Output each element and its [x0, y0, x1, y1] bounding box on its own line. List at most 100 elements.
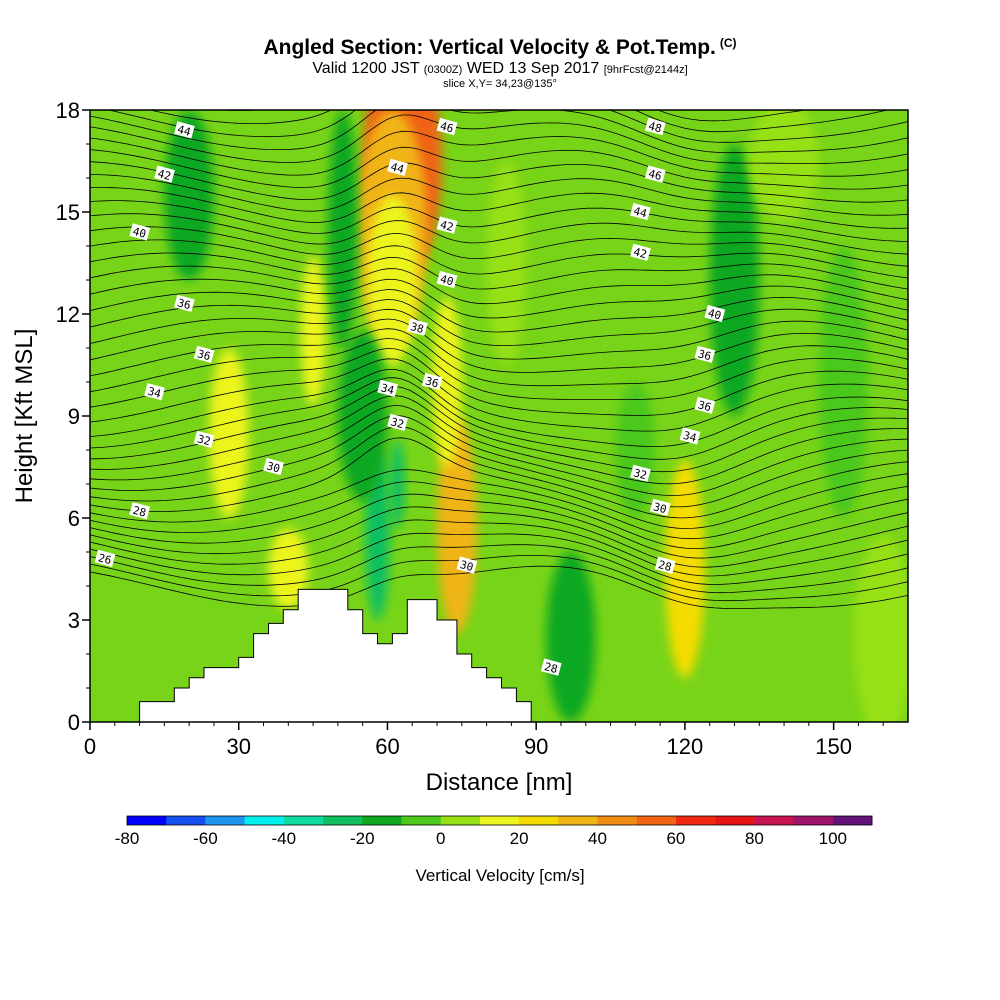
colorbar-swatch	[597, 816, 638, 825]
svg-text:44: 44	[632, 204, 649, 220]
velocity-cell	[367, 195, 418, 365]
colorbar-tick-label: 0	[436, 829, 445, 848]
velocity-cell	[337, 331, 388, 501]
svg-text:34: 34	[379, 381, 396, 397]
isentrope-label: 30	[456, 556, 478, 574]
chart-subtitle: Valid 1200 JST (0300Z) WED 13 Sep 2017 […	[312, 60, 688, 77]
isentrope-label: 26	[94, 549, 116, 567]
svg-text:42: 42	[156, 167, 172, 183]
svg-text:40: 40	[439, 272, 455, 288]
velocity-cell	[615, 382, 656, 518]
isentrope-label: 44	[173, 121, 195, 139]
colorbar-tick-label: -60	[193, 829, 218, 848]
isentrope-label: 46	[644, 165, 666, 183]
colorbar-tick-label: -20	[350, 829, 375, 848]
isentrope-line	[90, 426, 908, 519]
y-tick-label: 9	[68, 404, 80, 429]
isentrope-line	[90, 338, 908, 400]
colorbar-swatch	[636, 816, 677, 825]
svg-text:36: 36	[696, 398, 712, 414]
isentrope-line	[90, 328, 908, 387]
svg-text:44: 44	[176, 123, 193, 139]
isentrope-line	[90, 544, 908, 594]
isentrope-line	[90, 252, 908, 290]
isentrope-label: 32	[630, 464, 651, 482]
colorbar-swatch	[440, 816, 481, 825]
isentrope-line	[90, 348, 908, 416]
isentrope-line	[90, 532, 908, 585]
isentrope-label: 42	[630, 243, 651, 261]
isentrope-lines	[90, 93, 908, 609]
colorbar-swatch	[793, 816, 834, 825]
isentrope-line	[90, 146, 908, 190]
velocity-cell	[164, 110, 214, 280]
isentrope-line	[90, 469, 908, 540]
slice-info: slice X,Y= 34,23@135°	[443, 78, 557, 90]
colorbar-swatch	[166, 816, 206, 825]
isentrope-label: 36	[694, 345, 716, 363]
colorbar: -80 -60 -40 -20 0 20 40 60 80 100	[115, 815, 873, 848]
svg-text:32: 32	[632, 466, 648, 482]
isentrope-line	[107, 110, 908, 143]
isentrope-label: 34	[377, 379, 399, 397]
isentrope-line	[90, 187, 908, 229]
colorbar-swatch	[675, 816, 716, 825]
isentrope-line	[90, 437, 908, 529]
isentrope-line	[90, 93, 908, 98]
isentrope-line	[90, 555, 908, 602]
colorbar-swatch	[715, 816, 755, 825]
svg-text:36: 36	[696, 347, 712, 363]
isentrope-label: 30	[649, 498, 671, 516]
isentrope-label: 42	[436, 216, 458, 234]
velocity-cell	[818, 246, 869, 518]
x-tick-label: 30	[226, 734, 250, 759]
isentrope-line	[90, 369, 908, 447]
isentrope-line	[90, 308, 908, 360]
velocity-field	[164, 110, 908, 722]
isentrope-line	[90, 318, 908, 373]
isentrope-label: 48	[644, 117, 666, 135]
svg-text:40: 40	[131, 225, 147, 241]
isentrope-labels: 26 28 30 32 34 36 36 40 42 44 46 44 42 40 38 36 34 32 30 28…	[94, 117, 726, 676]
isentrope-label: 36	[193, 345, 215, 363]
isentrope-label: 36	[173, 294, 195, 312]
isentrope-label: 32	[193, 430, 215, 448]
colorbar-swatch	[362, 816, 402, 825]
isentrope-line	[90, 114, 908, 164]
isentrope-line	[90, 395, 908, 485]
isentrope-line	[703, 110, 715, 111]
svg-text:42: 42	[439, 218, 455, 234]
colorbar-swatch	[401, 816, 442, 825]
svg-text:32: 32	[196, 432, 212, 448]
velocity-cell	[853, 535, 908, 722]
isentrope-label: 28	[654, 556, 676, 574]
y-tick-label: 18	[56, 98, 80, 123]
terrain	[139, 588, 532, 723]
svg-text:44: 44	[389, 160, 406, 176]
velocity-cell	[665, 460, 705, 678]
isentrope-line	[90, 265, 908, 305]
y-tick-label: 0	[68, 710, 80, 735]
velocity-cell	[300, 256, 326, 406]
colorbar-swatch	[754, 816, 794, 825]
svg-text:28: 28	[657, 558, 673, 574]
isentrope-line	[90, 226, 908, 267]
isentrope-label: 34	[679, 427, 701, 445]
y-axis-label: Height [Kft MSL]	[11, 329, 38, 504]
colorbar-label: Vertical Velocity [cm/s]	[415, 866, 584, 885]
y-tick-label: 3	[68, 608, 80, 633]
isentrope-line	[90, 239, 908, 279]
velocity-cell	[208, 348, 249, 518]
isentrope-label: 38	[406, 318, 428, 336]
isentrope-line	[90, 481, 908, 549]
svg-text:28: 28	[131, 504, 147, 520]
isentrope-line	[90, 161, 908, 203]
colorbar-tick-label: 100	[819, 829, 847, 848]
isentrope-line	[90, 213, 908, 255]
velocity-cell	[437, 416, 477, 634]
isentrope-label: 40	[129, 223, 151, 241]
velocity-cell	[546, 552, 596, 722]
isentrope-label: 40	[436, 270, 458, 288]
isentrope-label: 46	[436, 117, 458, 135]
velocity-cell	[486, 161, 527, 365]
